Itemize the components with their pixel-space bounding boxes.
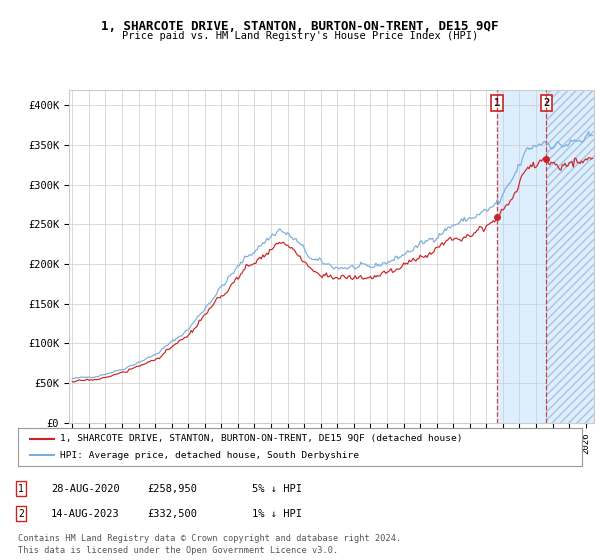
Text: Contains HM Land Registry data © Crown copyright and database right 2024.
This d: Contains HM Land Registry data © Crown c… xyxy=(18,534,401,555)
Bar xyxy=(547,90,594,423)
Text: 2: 2 xyxy=(543,98,550,108)
Text: Price paid vs. HM Land Registry's House Price Index (HPI): Price paid vs. HM Land Registry's House … xyxy=(122,31,478,41)
Text: £258,950: £258,950 xyxy=(147,484,197,494)
Text: 5% ↓ HPI: 5% ↓ HPI xyxy=(252,484,302,494)
Text: 14-AUG-2023: 14-AUG-2023 xyxy=(51,508,120,519)
Text: 1: 1 xyxy=(494,98,500,108)
Text: HPI: Average price, detached house, South Derbyshire: HPI: Average price, detached house, Sout… xyxy=(60,451,359,460)
Bar xyxy=(497,90,594,423)
Text: 1: 1 xyxy=(18,484,24,494)
Point xyxy=(542,155,551,164)
Text: 2: 2 xyxy=(18,508,24,519)
Point xyxy=(493,213,502,222)
Text: £332,500: £332,500 xyxy=(147,508,197,519)
Text: 1, SHARCOTE DRIVE, STANTON, BURTON-ON-TRENT, DE15 9QF (detached house): 1, SHARCOTE DRIVE, STANTON, BURTON-ON-TR… xyxy=(60,434,463,443)
Text: 1, SHARCOTE DRIVE, STANTON, BURTON-ON-TRENT, DE15 9QF: 1, SHARCOTE DRIVE, STANTON, BURTON-ON-TR… xyxy=(101,20,499,32)
Text: 28-AUG-2020: 28-AUG-2020 xyxy=(51,484,120,494)
Text: 1% ↓ HPI: 1% ↓ HPI xyxy=(252,508,302,519)
